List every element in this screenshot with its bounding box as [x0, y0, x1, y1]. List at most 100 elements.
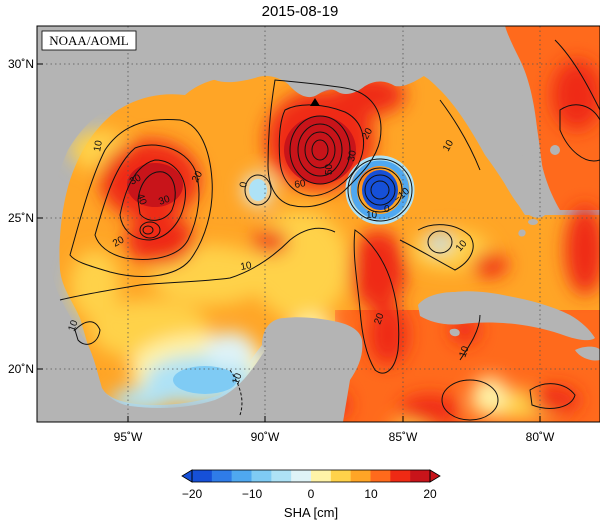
map-frame [36, 25, 600, 423]
contour-line [267, 79, 382, 208]
contour-line [439, 99, 481, 171]
yellow-patch [70, 250, 120, 320]
red-patch [125, 215, 195, 265]
contour-label: 10 [457, 344, 471, 359]
colorbar-tick-labels: −20 −10 0 10 20 [182, 487, 437, 501]
colorbar-cells [192, 470, 431, 482]
florida [459, 26, 548, 218]
contour-line [529, 383, 576, 409]
contour-label: 20 [360, 126, 375, 142]
lon-label: 80˚W [526, 430, 555, 444]
red-patch [472, 253, 508, 277]
colorbar-cell [192, 470, 213, 482]
keys [518, 229, 526, 237]
colorbar-tick: −20 [182, 487, 203, 501]
contour-line [137, 171, 176, 221]
contour-label: 10 [230, 371, 244, 386]
contour-line [289, 115, 351, 185]
colorbar-frame [191, 469, 431, 483]
red-patch [565, 205, 600, 295]
colorbar-left-arrow [181, 469, 193, 483]
axis-ticks [37, 63, 541, 422]
red-patch [368, 305, 408, 365]
red-patch [350, 230, 406, 310]
contour-line [399, 224, 474, 271]
contour-line [74, 321, 101, 345]
red-patch [530, 386, 580, 414]
colorbar-label: SHA [cm] [284, 505, 338, 520]
contours [59, 39, 600, 421]
colorbar-cell [410, 470, 431, 482]
contour-label: 10 [92, 139, 105, 152]
colorbar-cell [271, 470, 292, 482]
map-title: 2015-08-19 [262, 3, 339, 20]
contour-line [304, 131, 336, 169]
contour-line [370, 180, 390, 200]
hispaniola [575, 346, 600, 361]
land [37, 26, 600, 422]
cyan-patch [430, 232, 450, 252]
dark-red-core [284, 116, 356, 184]
colorbar-tick: 10 [364, 487, 378, 501]
colorbar-cell [211, 470, 232, 482]
colorbar-tick: 20 [423, 487, 437, 501]
contour-line [69, 118, 213, 277]
cyan-core [249, 179, 267, 201]
mexico-west [37, 215, 343, 422]
graticule [37, 26, 600, 422]
eddy-ring [351, 160, 409, 220]
light-patch [472, 377, 508, 413]
contour-line [119, 159, 186, 241]
station-marker [310, 98, 320, 106]
contour-line [353, 229, 400, 374]
dark-red-core [127, 163, 183, 207]
isla-juventud [449, 328, 460, 337]
colorbar-cell [350, 470, 371, 482]
contour-line [139, 221, 161, 239]
colorbar-cell [330, 470, 351, 482]
contour-line [441, 379, 499, 421]
colorbar-cell [311, 470, 332, 482]
contour-line [244, 174, 272, 206]
colorbar-cell [231, 470, 252, 482]
colorbar-cell [370, 470, 391, 482]
contour-line [59, 227, 336, 301]
latitude-labels: 30˚N 25˚N 20˚N [8, 57, 34, 376]
north-america-coast [37, 26, 505, 215]
contour-line [364, 174, 396, 206]
contour-line [278, 104, 365, 197]
colorbar-tick: 0 [308, 487, 315, 501]
longitude-labels: 95˚W 90˚W 85˚W 80˚W [114, 430, 555, 444]
cuba [418, 291, 595, 341]
island [516, 154, 524, 166]
contour-label: 20 [111, 234, 127, 249]
island [528, 219, 538, 225]
lon-label: 85˚W [389, 430, 418, 444]
colorbar-cell [251, 470, 272, 482]
contour-label: 20 [190, 169, 205, 185]
contour-label: 10 [240, 260, 253, 273]
cyan-core [173, 366, 237, 394]
red-patch [400, 395, 460, 422]
contour-label: 0 [384, 204, 390, 215]
contour-line [311, 139, 329, 161]
contour-label: 30 [128, 172, 144, 187]
contour-line [559, 104, 600, 162]
contour-label: 30 [157, 194, 172, 208]
colorbar-cell [291, 470, 312, 482]
colorbar-cell [390, 470, 411, 482]
contour-line [427, 230, 453, 254]
colorbar-right-arrow [429, 469, 441, 483]
contour-line [347, 158, 413, 222]
lat-label: 25˚N [8, 211, 34, 225]
lat-label: 30˚N [8, 57, 34, 71]
credit-box: NOAA/AOML [41, 30, 137, 51]
lon-label: 90˚W [251, 430, 280, 444]
contour-label: 50 [324, 163, 335, 175]
contour-line [297, 123, 343, 177]
contour-line [554, 39, 600, 111]
yellow-patch [410, 230, 490, 270]
credit-text: NOAA/AOML [49, 33, 129, 48]
contour-line [142, 225, 154, 235]
